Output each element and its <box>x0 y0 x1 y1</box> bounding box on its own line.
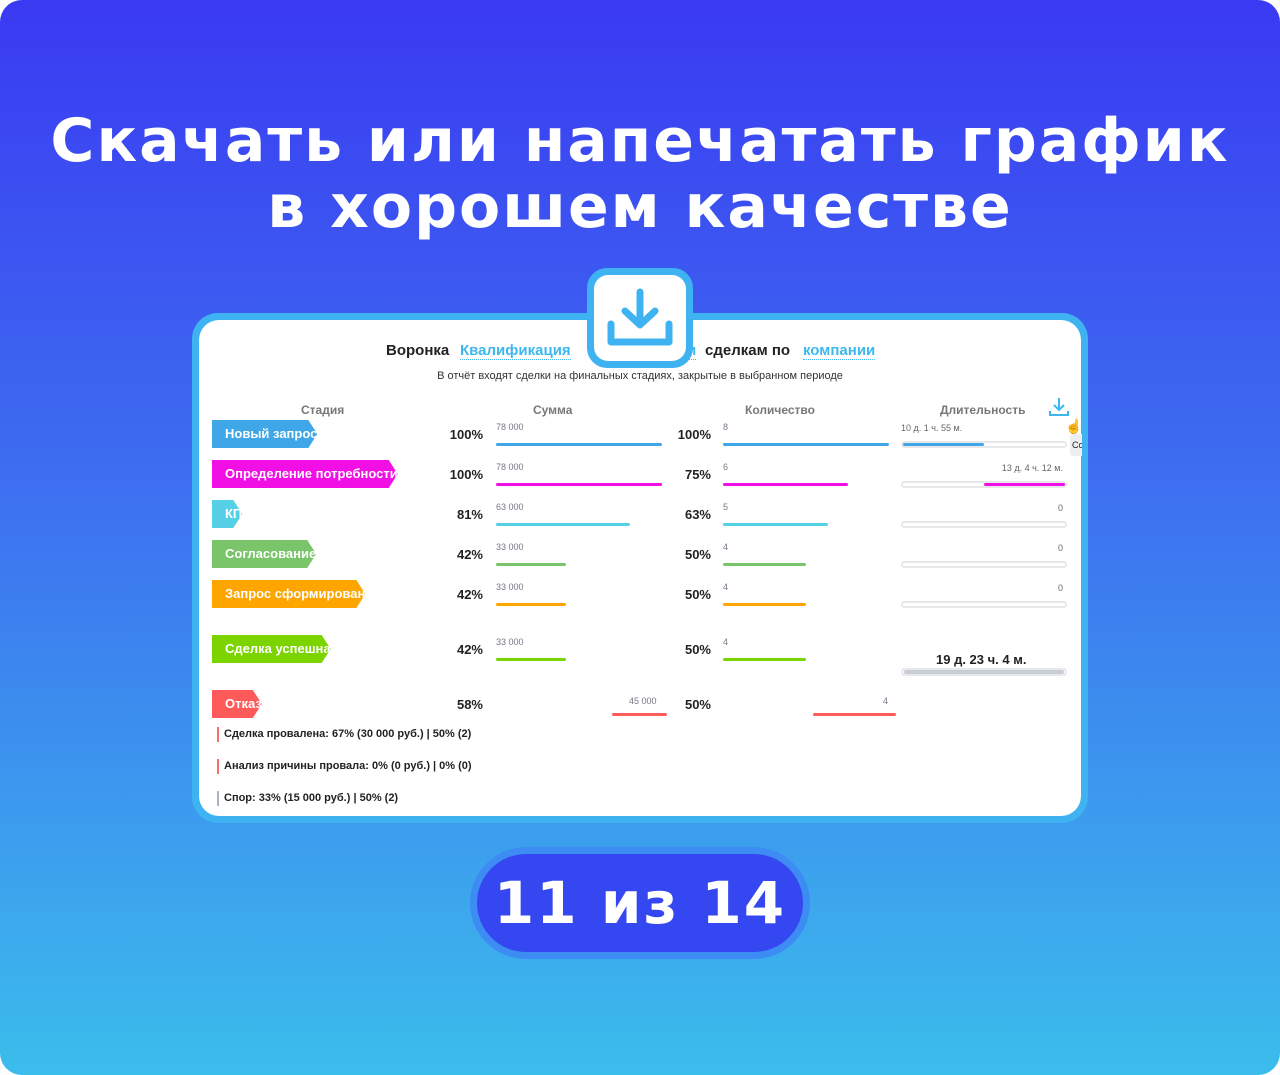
count-bar <box>723 658 806 661</box>
sum-bar <box>496 563 566 566</box>
count-bar <box>723 483 848 486</box>
count-bar <box>723 563 806 566</box>
stage-tag: Отказ <box>212 690 262 718</box>
promo-title: Скачать или напечатать график в хорошем … <box>50 106 1230 242</box>
stage-tag: Определение потребности <box>212 460 398 488</box>
stage-tag: КП <box>212 500 242 528</box>
funnel-row: Согласование 42% 50% 33 000 4 0 <box>199 540 1081 570</box>
duration-bar <box>901 481 1067 488</box>
sum-bar <box>496 523 631 526</box>
count-bar <box>723 603 806 606</box>
funnel-row: Новый запрос 100% 100% 78 000 8 10 д. 1 ч. 55… <box>199 420 1081 450</box>
download-icon <box>607 288 673 346</box>
funnel-row: КП 81% 63% 63 000 5 0 <box>199 500 1081 530</box>
funnel-select[interactable]: Квалификация <box>460 342 571 360</box>
group-select[interactable]: компании <box>803 342 876 360</box>
loss-reason: Анализ причины провала: 0% (0 руб.) | 0%… <box>217 759 472 774</box>
duration-bar <box>901 601 1067 608</box>
funnel-row: Отказ 58% 50% 45 000 4 <box>199 690 1081 720</box>
count-bar <box>723 443 889 446</box>
loss-reason: Спор: 33% (15 000 руб.) | 50% (2) <box>217 791 398 806</box>
tooltip: Cc <box>1070 434 1082 456</box>
download-icon[interactable] <box>1048 396 1070 423</box>
report-card: Воронка Квалификация и сделкам по компан… <box>192 313 1088 823</box>
count-bar <box>813 713 896 716</box>
duration-bar <box>901 441 1067 448</box>
report-subtitle: В отчёт входят сделки на финальных стади… <box>437 370 843 382</box>
duration-bar <box>901 521 1067 528</box>
total-duration-bar <box>901 668 1067 676</box>
stage-tag: Новый запрос <box>212 420 317 448</box>
sum-bar <box>496 658 566 661</box>
download-badge <box>587 268 693 368</box>
duration-bar <box>901 561 1067 568</box>
stage-tag: Запрос сформирован <box>212 580 365 608</box>
sum-bar <box>496 483 662 486</box>
funnel-row: Определение потребности 100% 75% 78 000 6 13 … <box>199 460 1081 490</box>
sum-bar <box>612 713 667 716</box>
funnel-row: Сделка успешна 42% 50% 33 000 4 <box>199 635 1081 665</box>
stage-tag: Сделка успешна <box>212 635 331 663</box>
loss-reason: Сделка провалена: 67% (30 000 руб.) | 50… <box>217 727 471 742</box>
slide-counter: 11 из 14 <box>470 847 810 959</box>
sum-bar <box>496 443 662 446</box>
total-duration: 19 д. 23 ч. 4 м. <box>936 652 1027 667</box>
stage-tag: Согласование <box>212 540 316 568</box>
count-bar <box>723 523 828 526</box>
funnel-row: Запрос сформирован 42% 50% 33 000 4 0 <box>199 580 1081 610</box>
cursor-hand-icon: ☝ <box>1065 418 1083 434</box>
sum-bar <box>496 603 566 606</box>
